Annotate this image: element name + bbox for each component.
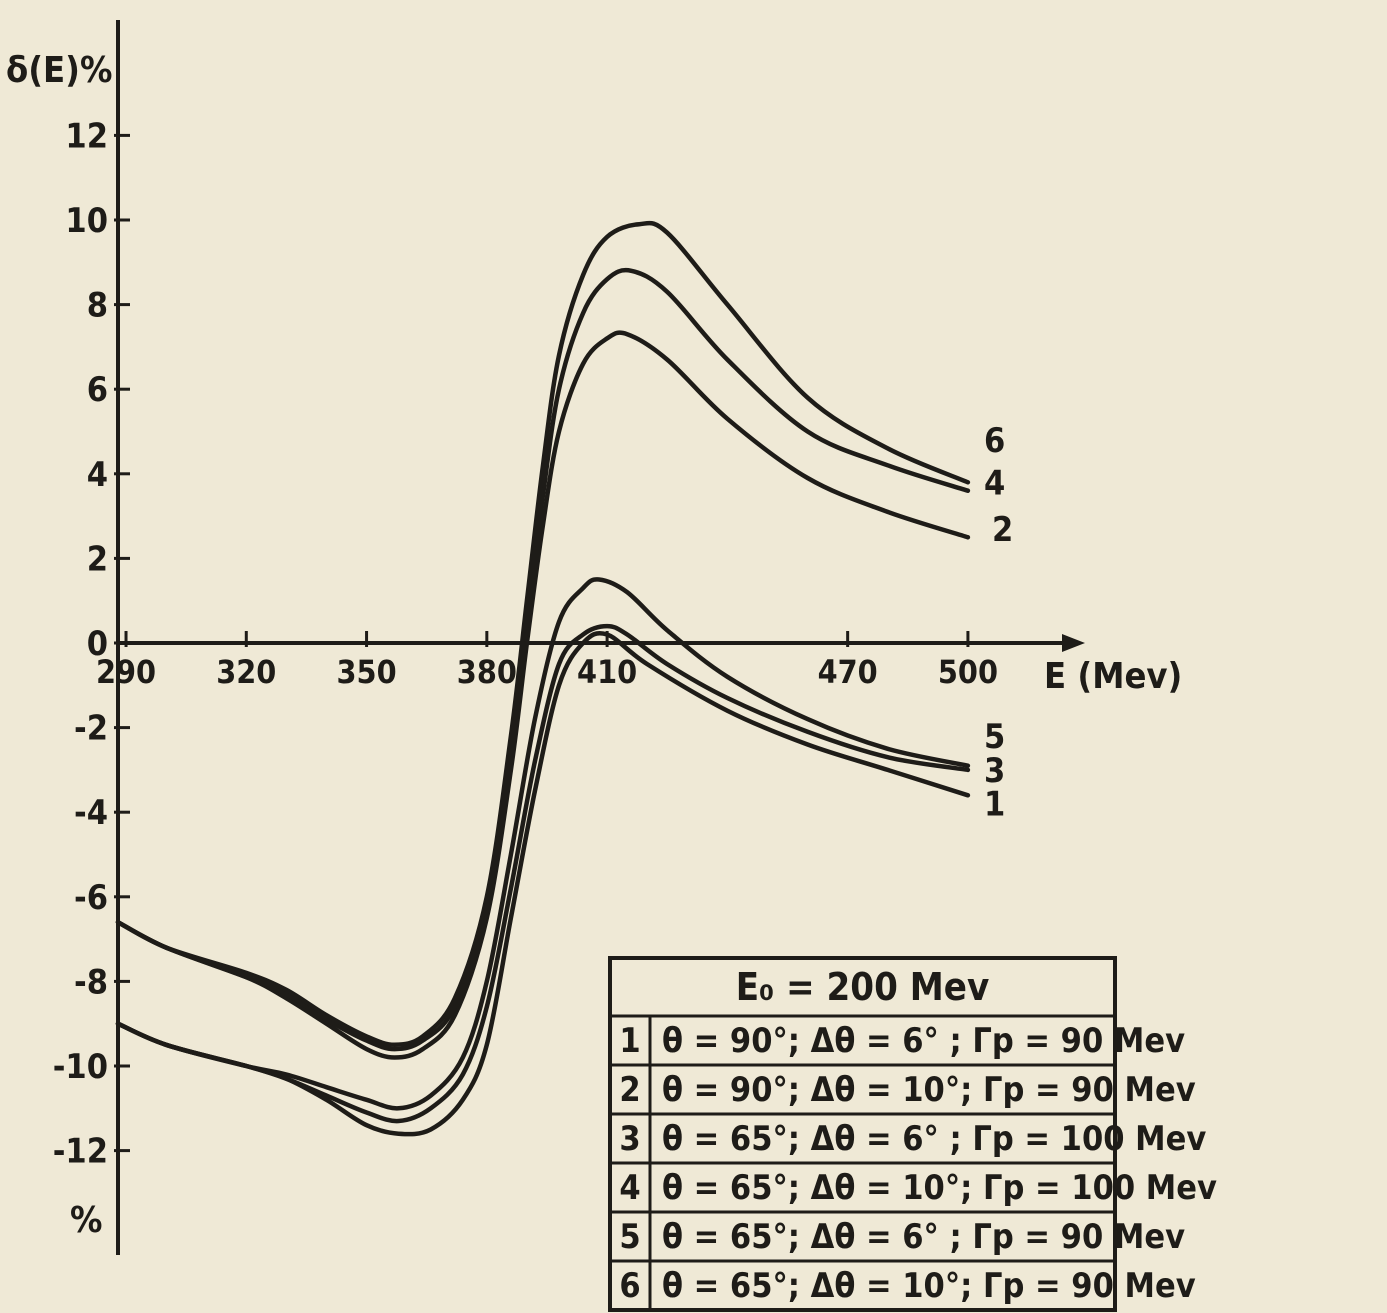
legend-row-text: θ = 65°; Δθ = 6° ; Γp = 90 Mev bbox=[662, 1217, 1185, 1257]
curve-label: 4 bbox=[984, 463, 1005, 503]
series-line-5 bbox=[115, 577, 971, 1111]
y-tick-label: -8 bbox=[74, 962, 108, 1002]
legend-row-text: θ = 65°; Δθ = 10°; Γp = 100 Mev bbox=[662, 1168, 1217, 1208]
curve-label: 6 bbox=[984, 421, 1005, 461]
curve-label: 5 bbox=[984, 717, 1005, 757]
y-tick-label: 10 bbox=[65, 201, 108, 241]
y-tick-label: -2 bbox=[74, 709, 108, 749]
legend-row-number: 2 bbox=[619, 1070, 640, 1110]
curve-label: 2 bbox=[992, 510, 1013, 550]
x-ticks: 290 320 350 380 410 470 500 bbox=[96, 631, 998, 691]
x-tick-label: 470 bbox=[818, 653, 878, 691]
legend-row-number: 4 bbox=[619, 1168, 640, 1208]
legend: E₀ = 200 Mev 1 θ = 90°; Δθ = 6° ; Γp = 90 … bbox=[608, 956, 1217, 1312]
y-tick-label: 6 bbox=[87, 370, 108, 410]
legend-row-text: θ = 65°; Δθ = 10°; Γp = 90 Mev bbox=[662, 1266, 1196, 1306]
x-axis-arrow-icon bbox=[1062, 634, 1085, 652]
y-axis-title: δ(E)% bbox=[6, 50, 112, 91]
series-line-3 bbox=[115, 623, 971, 1124]
x-tick-label: 290 bbox=[96, 653, 156, 691]
curve-labels: 64 2 531 bbox=[984, 421, 1013, 825]
y-tick-label: 2 bbox=[87, 539, 108, 579]
legend-row-number: 3 bbox=[619, 1119, 640, 1159]
axes bbox=[116, 20, 1085, 1255]
y-tick-label: -10 bbox=[53, 1047, 108, 1087]
curve-label: 3 bbox=[984, 751, 1005, 791]
y-axis-unit: % bbox=[70, 1200, 102, 1241]
x-axis-title: E (Mev) bbox=[1044, 656, 1182, 697]
y-tick-label: 4 bbox=[87, 455, 108, 495]
y-tick-label: -6 bbox=[74, 878, 108, 918]
legend-row-text: θ = 90°; Δθ = 10°; Γp = 90 Mev bbox=[662, 1070, 1196, 1110]
x-tick-label: 380 bbox=[457, 653, 517, 691]
x-tick-label: 350 bbox=[337, 653, 397, 691]
y-ticks: 12 10 8 6 4 2 0 -2 -4 -6 -8 -10 -12 bbox=[53, 116, 130, 1172]
legend-title: E₀ = 200 Mev bbox=[736, 965, 990, 1009]
legend-row-number: 6 bbox=[619, 1266, 640, 1306]
series-line-2 bbox=[115, 330, 971, 1060]
y-tick-label: 8 bbox=[87, 286, 108, 326]
y-tick-label: 12 bbox=[65, 116, 108, 156]
x-tick-label: 410 bbox=[577, 653, 637, 691]
y-tick-label: -12 bbox=[53, 1132, 108, 1172]
curve-label: 1 bbox=[984, 785, 1005, 825]
legend-row-number: 5 bbox=[619, 1217, 640, 1257]
y-tick-label: 0 bbox=[87, 624, 108, 664]
legend-row-text: θ = 90°; Δθ = 6° ; Γp = 90 Mev bbox=[662, 1021, 1185, 1061]
y-tick-label: -4 bbox=[74, 793, 108, 833]
series-line-6 bbox=[115, 220, 971, 1048]
series-curves bbox=[115, 220, 971, 1137]
x-tick-label: 500 bbox=[938, 653, 998, 691]
legend-row-number: 1 bbox=[619, 1021, 640, 1061]
legend-row-text: θ = 65°; Δθ = 6° ; Γp = 100 Mev bbox=[662, 1119, 1206, 1159]
x-tick-label: 320 bbox=[216, 653, 276, 691]
